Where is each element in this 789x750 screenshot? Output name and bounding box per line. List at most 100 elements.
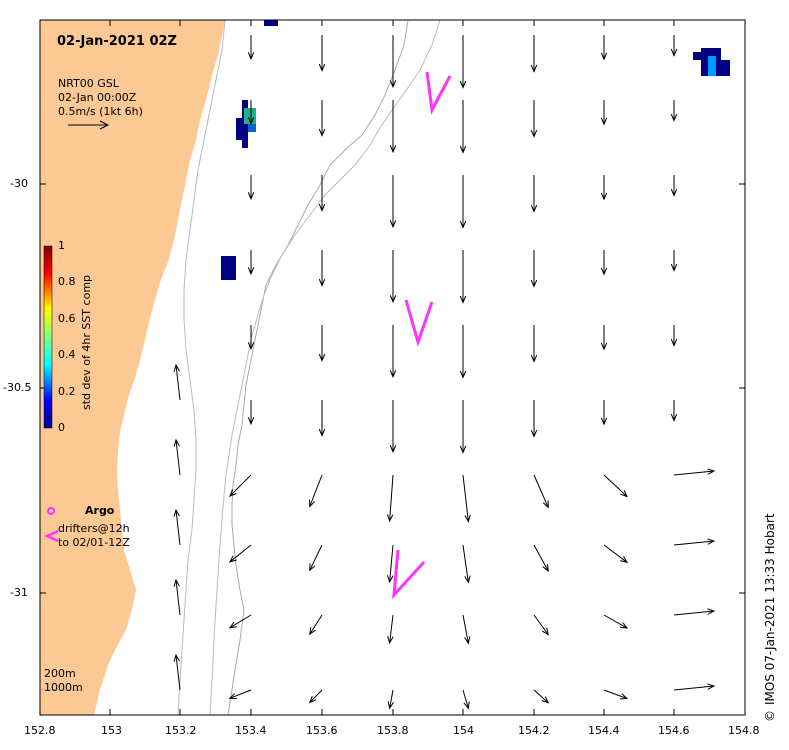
current-vector-head	[173, 508, 180, 517]
current-vector-head	[389, 145, 397, 154]
current-vector-head	[247, 417, 255, 426]
x-tick: 154.6	[658, 724, 690, 737]
coastline-land	[40, 20, 225, 715]
current-vector-head	[670, 338, 678, 347]
current-vector-head	[459, 220, 467, 229]
current-vector-head	[387, 575, 394, 584]
current-vector	[175, 509, 181, 546]
current-vector	[389, 474, 394, 522]
credit-text: IMOS 07-Jan-2021 13:33 Hobart	[763, 513, 777, 705]
current-vector-head	[600, 117, 608, 126]
colorbar-tick-0.8: 0.8	[58, 275, 76, 288]
current-vector-head	[173, 438, 180, 447]
current-vector	[389, 614, 394, 643]
current-vector-head	[600, 52, 608, 61]
current-vector	[673, 470, 715, 476]
current-vector-head	[670, 263, 678, 272]
current-vector	[673, 610, 715, 616]
model-time: 02-Jan 00:00Z	[58, 91, 137, 104]
current-vector-head	[620, 555, 629, 564]
current-vector-head	[463, 701, 470, 710]
current-vector-head	[707, 608, 716, 615]
current-vector-head	[173, 578, 180, 587]
current-vector	[533, 474, 549, 508]
current-vector-head	[318, 63, 326, 72]
current-vector-head	[541, 696, 550, 704]
current-vector-head	[459, 370, 467, 379]
current-vector-head	[530, 429, 538, 438]
argo-label: Argo	[85, 504, 115, 517]
x-tick: 153.4	[235, 724, 267, 737]
current-vector	[603, 614, 628, 629]
current-vector	[389, 689, 394, 709]
current-vector-head	[459, 145, 467, 154]
current-vector-head	[389, 80, 397, 89]
current-vector-head	[247, 117, 255, 126]
x-tick: 154.8	[728, 724, 760, 737]
current-vector-head	[318, 428, 326, 437]
current-vector-head	[670, 413, 678, 422]
colorbar-tick-0.4: 0.4	[58, 348, 76, 361]
current-vector-head	[619, 622, 629, 629]
x-tick: 153	[101, 724, 122, 737]
current-vector-head	[173, 653, 180, 662]
current-vector	[309, 544, 323, 571]
current-vector-head	[670, 188, 678, 197]
current-vector-head	[247, 52, 255, 61]
colorbar-tick-0.2: 0.2	[58, 385, 76, 398]
axis-ticks	[39, 20, 746, 715]
current-vector	[309, 614, 323, 635]
colorbar	[43, 245, 53, 429]
current-vector	[175, 579, 181, 616]
current-vector-head	[389, 370, 397, 379]
current-vector-head	[707, 538, 716, 545]
current-vector-head	[228, 489, 237, 498]
current-vector-head	[600, 192, 608, 201]
x-tick: 152.8	[24, 724, 56, 737]
current-vector	[533, 544, 549, 572]
current-vector-head	[459, 445, 467, 454]
current-vector	[175, 654, 181, 691]
colorbar-tick-1: 1	[58, 239, 65, 252]
current-vector	[389, 544, 394, 582]
current-vector-head	[530, 204, 538, 213]
current-vector-head	[228, 555, 237, 563]
current-vector-head	[386, 514, 394, 523]
credit-symbol: ©	[763, 710, 777, 722]
colorbar-tick-0: 0	[58, 421, 65, 434]
colorbar-tick-0.6: 0.6	[58, 312, 76, 325]
contour-1000m	[209, 19, 441, 716]
current-vector-head	[389, 295, 397, 304]
current-vector-head	[600, 417, 608, 426]
current-vector-head	[173, 363, 180, 372]
current-vector	[462, 474, 469, 522]
contour-200m	[227, 19, 409, 716]
current-vector	[309, 689, 323, 703]
current-vector-head	[464, 636, 471, 645]
vector-scale: 0.5m/s (1kt 6h)	[58, 105, 143, 118]
map-title: 02-Jan-2021 02Z	[57, 34, 177, 49]
drifters-to-label: to 02/01-12Z	[58, 536, 130, 549]
current-vector-head	[530, 129, 538, 138]
x-tick: 153.6	[306, 724, 338, 737]
current-vector-head	[542, 564, 549, 573]
current-vector	[603, 544, 628, 563]
drifter-symbol	[43, 529, 59, 543]
current-vector-head	[530, 279, 538, 288]
contour-1000m-label: 1000m	[44, 681, 83, 694]
x-tick: 153.8	[377, 724, 409, 737]
current-vector-head	[247, 267, 255, 276]
drifter-tracks	[392, 71, 452, 600]
y-tick: -30.5	[3, 381, 32, 394]
current-vector	[603, 689, 628, 699]
drifters-label: drifters@12h	[58, 522, 130, 535]
current-vector	[603, 474, 628, 497]
current-vector	[462, 689, 469, 709]
current-vector-head	[389, 445, 397, 454]
x-tick: 154.2	[518, 724, 550, 737]
current-vector-head	[318, 353, 326, 362]
current-vector-head	[464, 575, 471, 584]
current-vector-head	[670, 48, 678, 57]
current-vector-head	[530, 354, 538, 363]
